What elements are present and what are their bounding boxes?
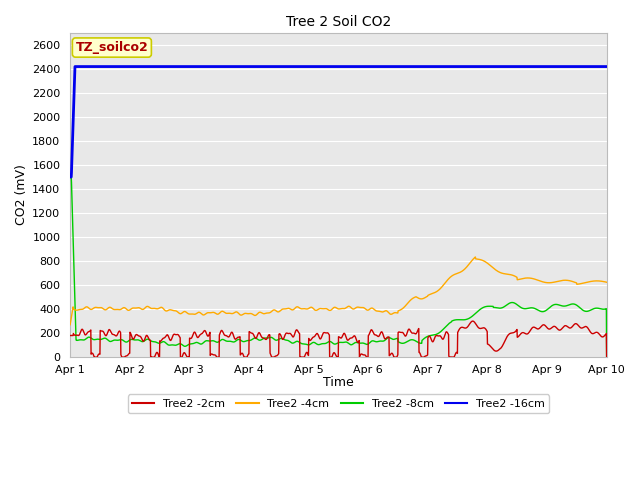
Y-axis label: CO2 (mV): CO2 (mV) — [15, 165, 28, 226]
Title: Tree 2 Soil CO2: Tree 2 Soil CO2 — [285, 15, 391, 29]
Text: TZ_soilco2: TZ_soilco2 — [76, 41, 148, 54]
Legend: Tree2 -2cm, Tree2 -4cm, Tree2 -8cm, Tree2 -16cm: Tree2 -2cm, Tree2 -4cm, Tree2 -8cm, Tree… — [127, 394, 549, 413]
X-axis label: Time: Time — [323, 376, 354, 389]
